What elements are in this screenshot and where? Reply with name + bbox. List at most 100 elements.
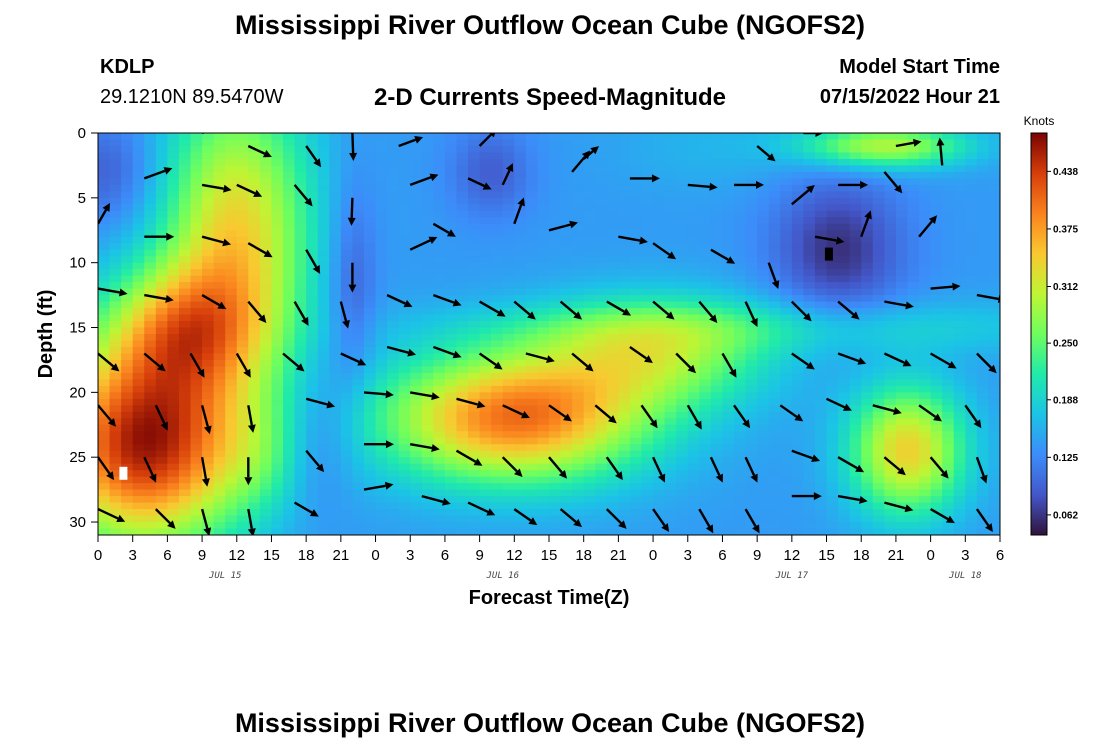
- heatmap-cell: [942, 191, 955, 199]
- heatmap-cell: [895, 256, 909, 264]
- heatmap-cell: [109, 346, 122, 355]
- heatmap-cell: [676, 398, 689, 406]
- heatmap-cell: [444, 346, 458, 355]
- heatmap-cell: [456, 444, 469, 452]
- heatmap-cell: [155, 437, 168, 445]
- heatmap-cell: [444, 515, 458, 523]
- heatmap-cell: [826, 327, 839, 335]
- heatmap-cell: [872, 165, 885, 173]
- heatmap-cell: [259, 210, 273, 218]
- station-code: KDLP: [100, 56, 155, 78]
- heatmap-cell: [387, 230, 400, 238]
- heatmap-cell: [283, 418, 296, 426]
- heatmap-cell: [930, 243, 943, 251]
- heatmap-cell: [144, 522, 157, 530]
- heatmap-cell: [814, 139, 828, 147]
- heatmap-cell: [572, 133, 585, 141]
- heatmap-cell: [907, 470, 920, 478]
- heatmap-cell: [468, 424, 481, 432]
- heatmap-cell: [190, 269, 203, 277]
- heatmap-cell: [838, 184, 851, 192]
- heatmap-cell: [271, 308, 284, 316]
- heatmap-cell: [329, 346, 342, 355]
- heatmap-cell: [572, 450, 585, 458]
- heatmap-cell: [225, 398, 238, 406]
- heatmap-cell: [676, 489, 689, 497]
- heatmap-cell: [907, 223, 920, 231]
- heatmap-cell: [907, 249, 920, 257]
- heatmap-cell: [178, 295, 192, 303]
- current-vector: [756, 145, 776, 162]
- heatmap-cell: [387, 379, 400, 387]
- current-vector: [652, 508, 670, 533]
- heatmap-cell: [456, 424, 469, 432]
- heatmap-cell: [942, 152, 955, 160]
- heatmap-cell: [225, 321, 238, 329]
- current-vector: [432, 222, 456, 237]
- current-vector: [293, 501, 319, 517]
- heatmap-cell: [421, 509, 434, 517]
- heatmap-cell: [537, 282, 550, 290]
- heatmap-cell: [433, 366, 446, 374]
- heatmap-cell: [259, 372, 273, 380]
- heatmap-cell: [456, 308, 469, 316]
- heatmap-cell: [757, 288, 770, 296]
- heatmap-cell: [710, 327, 724, 335]
- heatmap-cell: [537, 301, 550, 309]
- heatmap-cell: [953, 398, 966, 406]
- current-vector: [884, 300, 914, 310]
- heatmap-cell: [780, 398, 793, 406]
- heatmap-cell: [456, 210, 469, 218]
- heatmap-cell: [491, 282, 504, 290]
- heatmap-cell: [329, 230, 342, 238]
- heatmap-cell: [109, 269, 122, 277]
- heatmap-cell: [953, 379, 966, 387]
- heatmap-cell: [283, 327, 296, 335]
- heatmap-cell: [572, 476, 585, 484]
- heatmap-cell: [202, 178, 215, 186]
- heatmap-cell: [699, 444, 712, 452]
- heatmap-cell: [109, 327, 122, 335]
- heatmap-cell: [653, 502, 666, 510]
- heatmap-cell: [803, 457, 816, 465]
- heatmap-cell: [236, 139, 249, 147]
- heatmap-cell: [699, 288, 712, 296]
- heatmap-cell: [213, 424, 226, 432]
- heatmap-cell: [572, 405, 585, 413]
- heatmap-cell: [294, 353, 307, 361]
- heatmap-cell: [468, 327, 481, 335]
- heatmap-cell: [768, 522, 781, 530]
- heatmap-cell: [930, 282, 943, 290]
- heatmap-cell: [734, 379, 747, 387]
- heatmap-cell: [953, 437, 966, 445]
- heatmap-cell: [132, 282, 145, 290]
- heatmap-cell: [514, 145, 527, 154]
- heatmap-cell: [537, 217, 550, 225]
- heatmap-cell: [259, 217, 273, 225]
- heatmap-cell: [884, 359, 897, 368]
- heatmap-cell: [259, 197, 273, 205]
- heatmap-cell: [121, 288, 134, 296]
- heatmap-cell: [595, 522, 608, 530]
- heatmap-cell: [676, 522, 689, 530]
- heatmap-cell: [838, 288, 851, 296]
- heatmap-cell: [583, 463, 596, 471]
- heatmap-cell: [699, 483, 712, 491]
- heatmap-cell: [225, 145, 238, 154]
- heatmap-cell: [606, 308, 619, 316]
- heatmap-cell: [132, 223, 145, 231]
- heatmap-cell: [838, 230, 851, 238]
- heatmap-cell: [791, 249, 805, 257]
- heatmap-cell: [710, 191, 724, 199]
- heatmap-cell: [965, 314, 978, 322]
- heatmap-cell: [734, 262, 747, 270]
- heatmap-cell: [722, 295, 735, 303]
- heatmap-cell: [410, 236, 423, 244]
- heatmap-cell: [861, 444, 874, 452]
- heatmap-cell: [294, 145, 307, 154]
- heatmap-cell: [641, 223, 654, 231]
- heatmap-cell: [225, 282, 238, 290]
- current-vector: [305, 145, 322, 168]
- heatmap-cell: [375, 528, 388, 535]
- heatmap-cell: [618, 171, 631, 179]
